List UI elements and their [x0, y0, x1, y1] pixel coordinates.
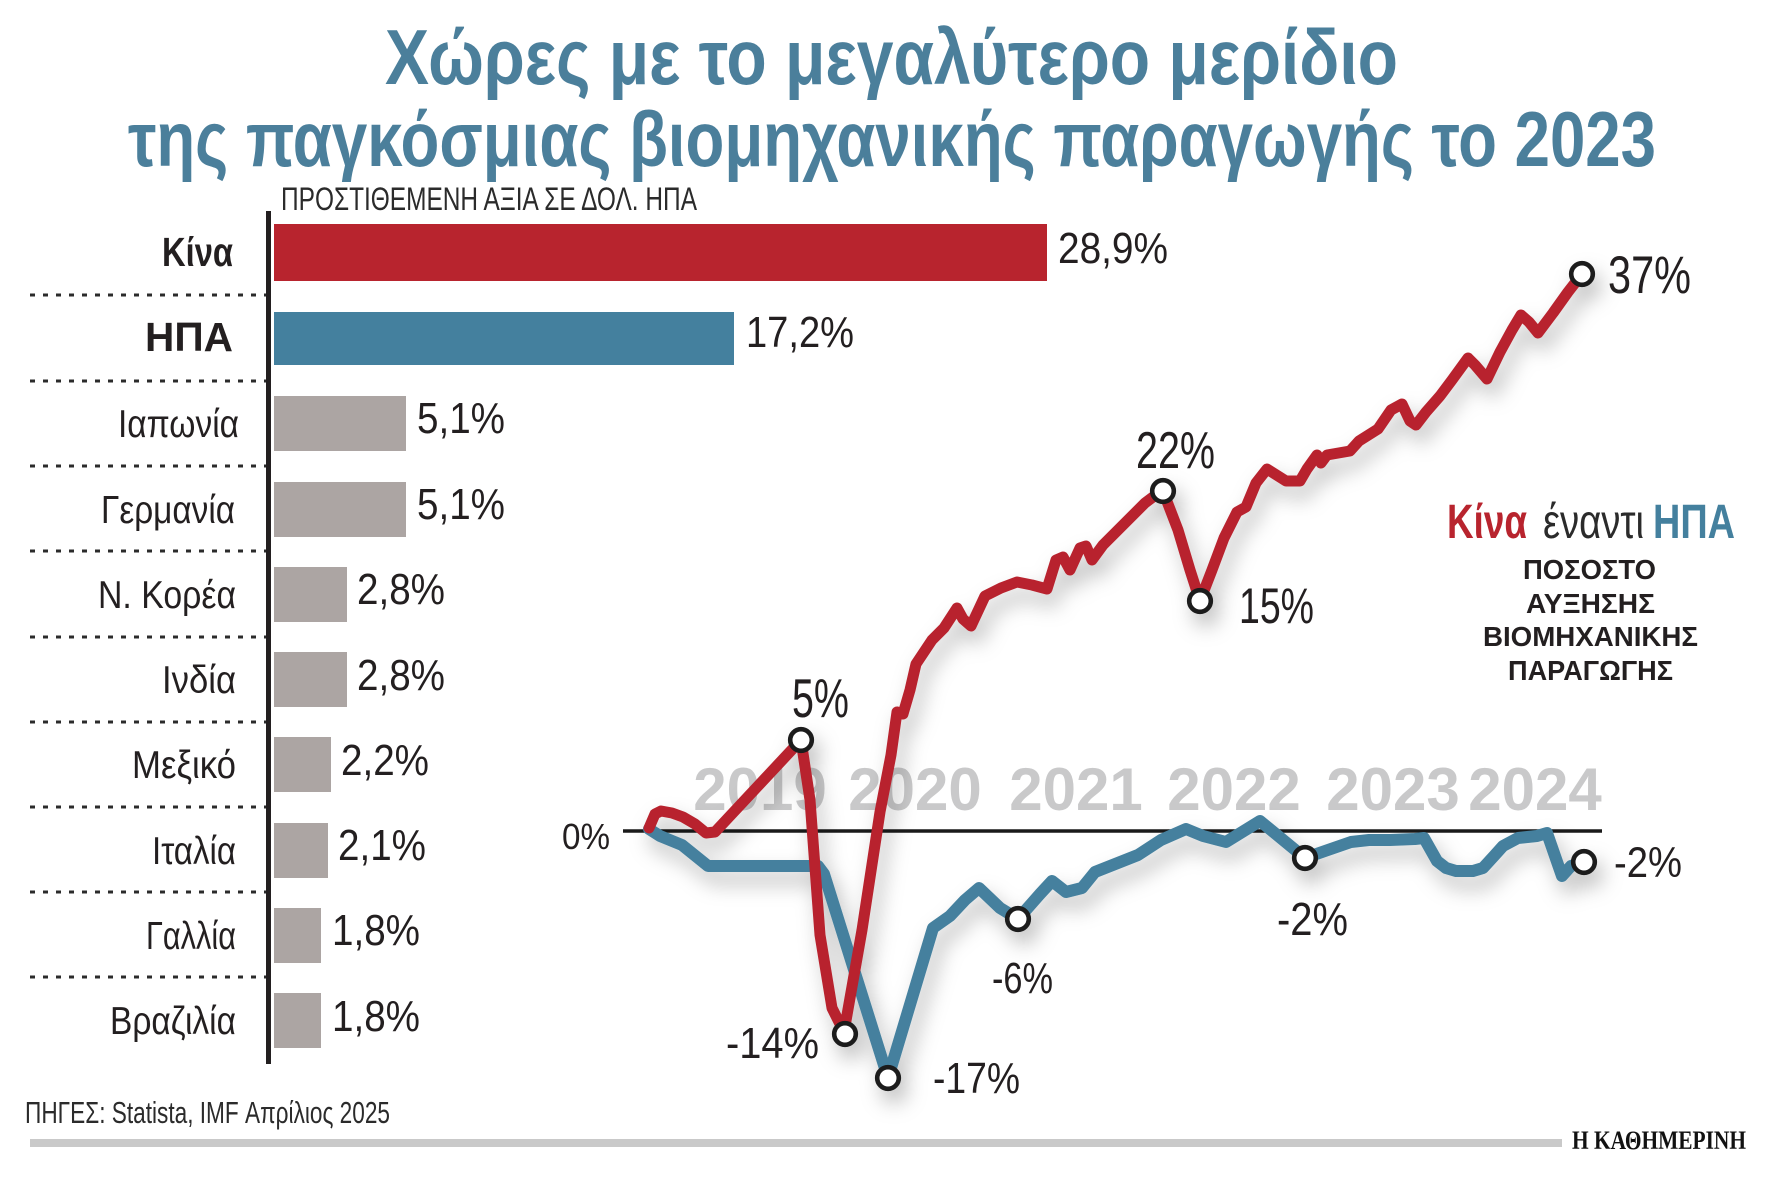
svg-text:15%: 15%	[1239, 578, 1314, 634]
svg-text:Ν. Κορέα: Ν. Κορέα	[98, 574, 236, 617]
svg-text:2020: 2020	[848, 756, 981, 823]
svg-text:2,8%: 2,8%	[357, 565, 445, 614]
svg-text:ΠΟΣΟΣΤΟ: ΠΟΣΟΣΤΟ	[1523, 554, 1656, 585]
svg-text:1,8%: 1,8%	[332, 906, 420, 955]
svg-text:ΑΥΞΗΣΗΣ: ΑΥΞΗΣΗΣ	[1526, 588, 1655, 619]
svg-text:-14%: -14%	[726, 1019, 819, 1068]
svg-text:2,2%: 2,2%	[341, 736, 429, 785]
svg-text:2022: 2022	[1167, 756, 1300, 823]
svg-text:Βραζιλία: Βραζιλία	[110, 1000, 236, 1043]
svg-text:ΒΙΟΜΗΧΑΝΙΚΗΣ: ΒΙΟΜΗΧΑΝΙΚΗΣ	[1483, 621, 1698, 652]
svg-text:ΠΑΡΑΓΩΓΗΣ: ΠΑΡΑΓΩΓΗΣ	[1508, 655, 1673, 686]
svg-text:0%: 0%	[562, 816, 610, 857]
svg-text:Η ΚΑΘΗΜΕΡΙΝΗ: Η ΚΑΘΗΜΕΡΙΝΗ	[1572, 1126, 1746, 1155]
svg-text:2024: 2024	[1468, 756, 1602, 823]
svg-text:ΠΗΓΕΣ: Statista, IMF Απρίλιος: ΠΗΓΕΣ: Statista, IMF Απρίλιος 2025	[25, 1095, 390, 1130]
svg-text:5,1%: 5,1%	[417, 480, 505, 529]
svg-text:-2%: -2%	[1277, 893, 1348, 945]
svg-text:5,1%: 5,1%	[417, 394, 505, 443]
svg-text:17,2%: 17,2%	[746, 308, 854, 357]
svg-text:1,8%: 1,8%	[332, 992, 420, 1041]
svg-text:37%: 37%	[1608, 246, 1691, 305]
svg-text:Κίνα: Κίνα	[1447, 496, 1527, 549]
svg-text:-2%: -2%	[1614, 839, 1682, 887]
svg-text:28,9%: 28,9%	[1058, 224, 1168, 273]
svg-text:Γαλλία: Γαλλία	[146, 915, 236, 958]
svg-text:Μεξικό: Μεξικό	[132, 744, 236, 787]
svg-text:-17%: -17%	[933, 1054, 1020, 1103]
svg-text:έναντι: έναντι	[1543, 496, 1644, 549]
svg-text:-6%: -6%	[992, 954, 1053, 1003]
svg-text:Ινδία: Ινδία	[162, 659, 236, 702]
svg-text:2021: 2021	[1009, 756, 1142, 823]
svg-text:ΠΡΟΣΤΙΘΕΜΕΝΗ ΑΞΙΑ ΣΕ ΔΟΛ. ΗΠΑ: ΠΡΟΣΤΙΘΕΜΕΝΗ ΑΞΙΑ ΣΕ ΔΟΛ. ΗΠΑ	[281, 181, 698, 217]
svg-text:2,1%: 2,1%	[338, 821, 426, 870]
svg-text:της παγκόσμιας βιομηχανικής πα: της παγκόσμιας βιομηχανικής παραγωγής το…	[128, 95, 1656, 183]
svg-text:22%: 22%	[1136, 422, 1215, 480]
svg-text:ΗΠΑ: ΗΠΑ	[1653, 496, 1735, 549]
svg-text:Κίνα: Κίνα	[162, 229, 233, 275]
svg-text:Χώρες με το μεγαλύτερο μερίδιο: Χώρες με το μεγαλύτερο μερίδιο	[385, 13, 1398, 101]
svg-text:Γερμανία: Γερμανία	[101, 489, 235, 532]
svg-text:Ιταλία: Ιταλία	[152, 830, 236, 873]
svg-text:ΗΠΑ: ΗΠΑ	[145, 314, 233, 360]
svg-text:2,8%: 2,8%	[357, 651, 445, 700]
svg-text:Ιαπωνία: Ιαπωνία	[118, 403, 239, 446]
svg-text:5%: 5%	[792, 667, 849, 729]
svg-text:2023: 2023	[1326, 756, 1459, 823]
